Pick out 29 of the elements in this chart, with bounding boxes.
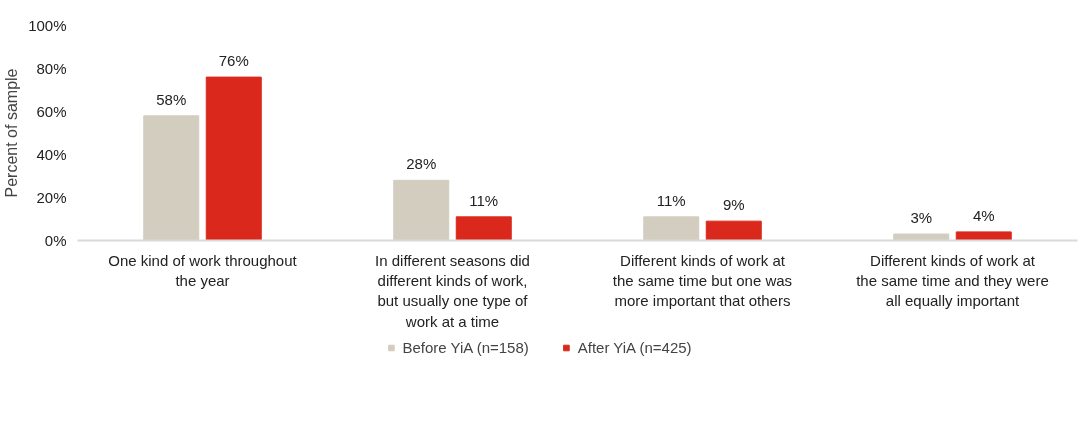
data-label: 3%: [910, 209, 933, 227]
data-label: 11%: [469, 191, 499, 209]
y-tick-label: 100%: [28, 17, 67, 34]
x-tick-label: One kind of work throughout the year: [108, 251, 298, 289]
legend-label: After YiA (n=425): [577, 338, 692, 356]
bar: [893, 233, 950, 241]
bar: [705, 220, 762, 241]
y-tick-label: 40%: [36, 146, 67, 163]
y-axis-title: Percent of sample: [3, 68, 21, 198]
legend-label: Before YiA (n=158): [402, 338, 529, 356]
data-label: 9%: [722, 196, 745, 214]
x-tick-label: Different kinds of work at the same time but one was more important that others: [612, 251, 793, 310]
data-label: 4%: [972, 206, 995, 224]
bar: [393, 179, 450, 241]
bar: [955, 231, 1012, 241]
data-label: 11%: [656, 191, 686, 209]
x-tick-label: Different kinds of work at the same time and they were all equally important: [856, 251, 1049, 310]
bar: [643, 216, 700, 241]
bar: [143, 115, 200, 241]
bar: [455, 216, 512, 241]
y-tick-label: 60%: [36, 103, 67, 120]
y-tick-label: 80%: [36, 60, 67, 77]
x-tick-label: In different seasons did different kinds of work, but usually one type of work at a time: [375, 251, 530, 330]
data-label: 28%: [406, 155, 437, 173]
bar: [205, 76, 262, 241]
data-label: 76%: [218, 52, 249, 70]
y-tick-label: 0%: [44, 232, 67, 249]
data-label: 58%: [156, 90, 187, 108]
y-tick-label: 20%: [36, 189, 67, 206]
